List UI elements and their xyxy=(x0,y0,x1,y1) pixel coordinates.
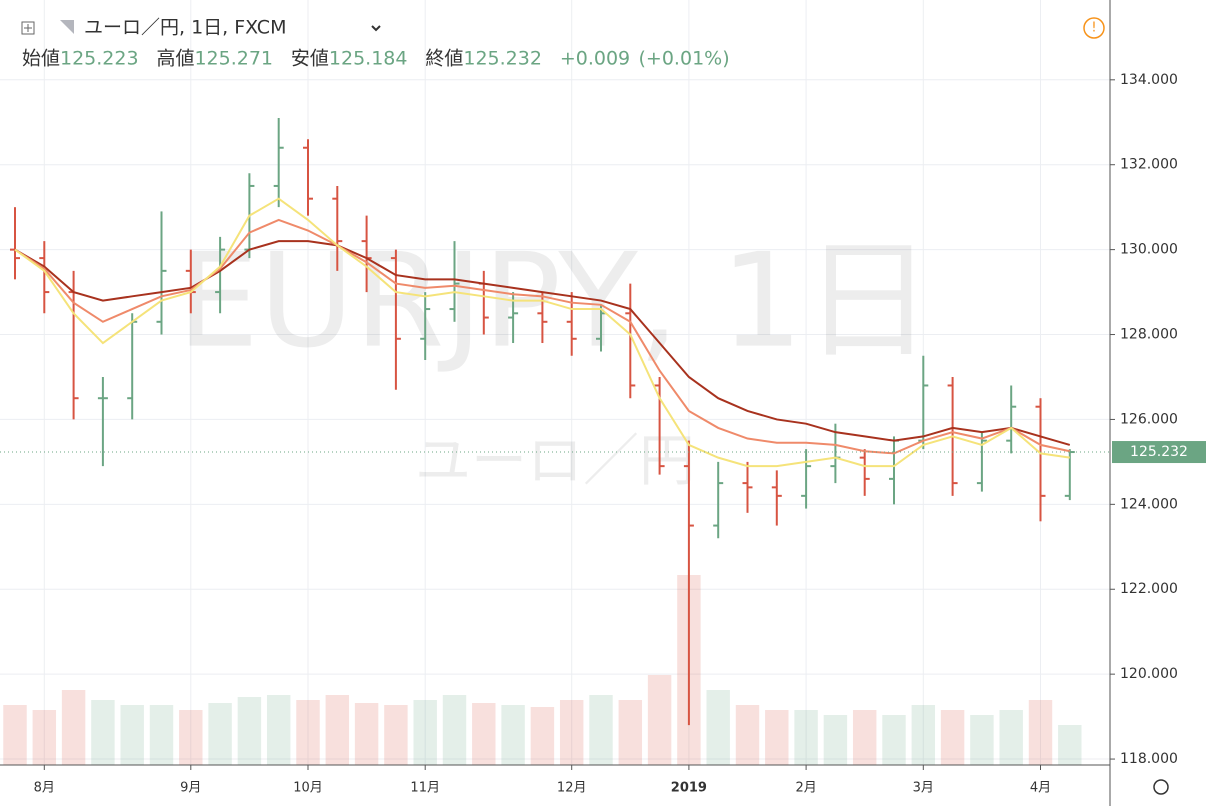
volume-bar xyxy=(911,705,936,765)
volume-bar xyxy=(501,705,525,765)
volume-bar xyxy=(149,705,174,765)
x-tick-label: 2019 xyxy=(671,781,707,796)
summary: 始値 125.223 高値 125.271 安値 125.184 終値 125.232 +0.0… xyxy=(22,48,730,70)
volume-bar xyxy=(618,700,643,765)
x-tick-label: 4月 xyxy=(1030,781,1051,796)
volume-bar xyxy=(120,705,144,765)
watermark-sub: ユーロ／円 xyxy=(415,429,695,494)
y-tick-label: 128.000 xyxy=(1120,327,1178,343)
ma-line xyxy=(14,197,1070,468)
volume-bar xyxy=(970,715,994,765)
summary-change-pct: (+0.01%) xyxy=(639,48,730,70)
volume-bar xyxy=(940,710,965,765)
volume-bar xyxy=(266,695,291,765)
y-tick-label: 130.000 xyxy=(1120,242,1178,258)
volume-bar xyxy=(91,700,115,765)
summary-label: 終値 xyxy=(425,48,463,70)
volume-bar xyxy=(384,705,408,765)
y-tick-label: 132.000 xyxy=(1120,157,1178,173)
last-price-box xyxy=(1112,441,1206,464)
volume-bar xyxy=(882,715,906,765)
y-tick-label: 122.000 xyxy=(1120,581,1178,597)
alert-icon[interactable] xyxy=(1083,17,1105,39)
volume-bar xyxy=(179,710,203,765)
volume-bar xyxy=(589,695,613,765)
summary-value: 125.271 xyxy=(194,48,273,70)
y-tick-label: 134.000 xyxy=(1120,72,1178,88)
y-tick-label: 126.000 xyxy=(1120,411,1178,427)
volume-bar xyxy=(823,715,848,765)
volume-bar xyxy=(765,710,789,765)
symbol-icon xyxy=(60,20,74,34)
volume-bar xyxy=(852,710,877,765)
volume-bar xyxy=(3,705,27,765)
volume-bar xyxy=(706,690,730,765)
summary-label: 高値 xyxy=(156,48,194,70)
chart-title[interactable]: ユーロ／円, 1日, FXCM xyxy=(84,17,286,39)
volume-bar xyxy=(61,690,86,765)
watermark: EURJPY, 1日 xyxy=(177,225,933,377)
y-tick-label: 120.000 xyxy=(1120,666,1178,682)
summary-value: 125.184 xyxy=(329,48,408,70)
x-tick-label: 3月 xyxy=(913,781,934,796)
expand-icon-plus xyxy=(24,24,32,32)
volume-bar xyxy=(296,700,320,765)
volume-bar xyxy=(354,703,379,765)
summary-label: 始値 xyxy=(22,48,60,70)
summary-change: +0.009 xyxy=(560,48,630,70)
summary-value: 125.232 xyxy=(463,48,542,70)
volume-bar xyxy=(325,695,350,765)
x-tick-label: 10月 xyxy=(293,781,323,796)
y-tick-label: 124.000 xyxy=(1120,496,1178,512)
volume-bar xyxy=(647,675,672,765)
alert-icon-mark: ! xyxy=(1091,21,1096,36)
volume-bar xyxy=(1058,725,1082,765)
x-tick-label: 8月 xyxy=(34,781,55,796)
y-tick-label: 118.000 xyxy=(1120,751,1178,767)
dropdown-icon[interactable] xyxy=(371,25,381,32)
ma-line xyxy=(14,218,1071,455)
volume-bar xyxy=(735,705,760,765)
ma-line xyxy=(14,240,1071,446)
volume-bar xyxy=(208,703,232,765)
volume-bar xyxy=(442,695,467,765)
summary-value: 125.223 xyxy=(60,48,139,70)
x-tick-label: 2月 xyxy=(795,781,816,796)
volume-bar xyxy=(472,703,496,765)
volume-bar xyxy=(999,710,1023,765)
volume-bar xyxy=(530,707,555,765)
volume-bar xyxy=(237,697,262,765)
x-tick-label: 9月 xyxy=(180,781,201,796)
summary-label: 安値 xyxy=(291,48,329,70)
volume-bar xyxy=(32,710,57,765)
volume-bar xyxy=(1028,700,1053,765)
x-tick-label: 12月 xyxy=(557,781,587,796)
x-tick-label: 11月 xyxy=(410,781,440,796)
volume-bar xyxy=(794,710,818,765)
expand-icon[interactable] xyxy=(21,21,35,35)
volume-bar xyxy=(559,700,584,765)
volume-bar xyxy=(413,700,437,765)
last-price-label: 125.232 xyxy=(1130,444,1188,460)
settings-icon[interactable] xyxy=(1153,779,1169,795)
